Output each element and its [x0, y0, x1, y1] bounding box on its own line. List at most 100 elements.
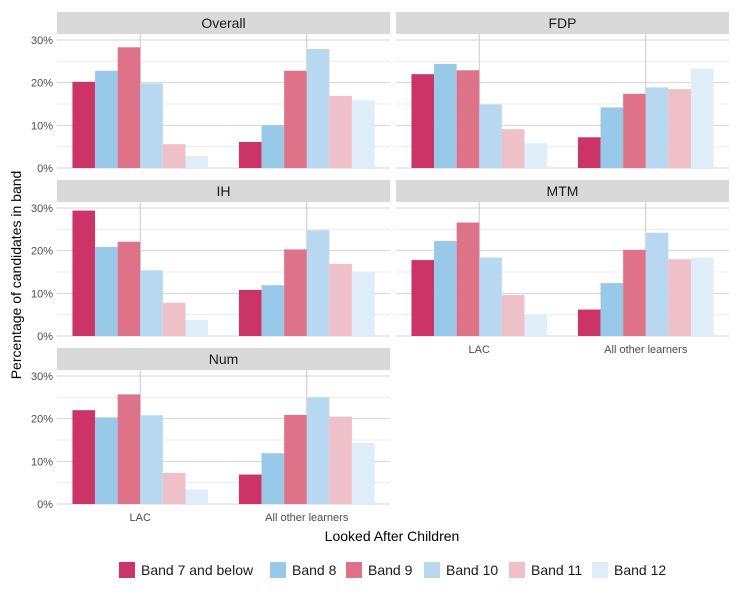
panel-strip [396, 180, 729, 202]
y-tick-label: 30% [31, 35, 53, 47]
bar-band-11 [329, 416, 352, 504]
bar-band-7-and-below [72, 81, 96, 168]
bar-band-12 [351, 272, 375, 336]
bar-band-10 [645, 232, 669, 336]
legend-swatch [592, 562, 608, 578]
bar-band-7-and-below [577, 137, 601, 168]
y-tick-label: 30% [31, 371, 53, 383]
bar-band-9 [284, 249, 307, 336]
bar-band-10 [140, 83, 163, 168]
bar-band-11 [668, 89, 691, 168]
legend-swatch [270, 562, 286, 578]
bar-band-9 [117, 47, 141, 168]
legend: Band 7 and below Band 8 Band 9 Band 10 Band … [119, 562, 666, 578]
bar-band-8 [95, 70, 118, 168]
bar-band-7-and-below [72, 410, 96, 504]
bar-band-7-and-below [72, 210, 96, 336]
bar-band-9 [117, 241, 141, 336]
x-tick-label: LAC [469, 344, 490, 356]
bar-band-7-and-below [577, 309, 601, 336]
y-tick-label: 20% [31, 246, 53, 258]
y-axis-label: Percentage of candidates in band [8, 171, 24, 380]
bar-band-12 [185, 489, 209, 504]
bar-band-8 [434, 63, 457, 168]
bar-band-8 [95, 417, 118, 504]
bar-band-9 [284, 70, 307, 168]
bar-band-7-and-below [238, 289, 262, 336]
x-tick-label: LAC [130, 512, 151, 524]
bar-band-8 [261, 453, 285, 504]
bar-band-11 [501, 129, 525, 168]
panel-fdp: FDP [396, 12, 729, 169]
panel-title: Overall [201, 15, 245, 31]
panel-title: FDP [549, 15, 577, 31]
bar-band-11 [329, 95, 352, 168]
y-tick-label: 10% [31, 288, 53, 300]
bar-band-12 [524, 314, 548, 336]
bar-band-12 [690, 257, 714, 336]
y-tick-label: 0% [37, 331, 53, 343]
legend-label: Band 7 and below [141, 562, 254, 578]
y-tick-label: 0% [37, 499, 53, 511]
bar-band-11 [329, 263, 352, 336]
bar-band-12 [690, 68, 714, 168]
y-tick-label: 10% [31, 456, 53, 468]
bar-band-9 [284, 414, 307, 504]
bar-band-10 [140, 415, 163, 504]
bar-band-8 [600, 107, 624, 168]
bar-band-12 [524, 143, 548, 168]
bar-band-10 [306, 397, 330, 504]
bar-band-11 [501, 295, 525, 336]
bar-band-11 [162, 302, 186, 336]
y-tick-label: 20% [31, 414, 53, 426]
panel-ih: IH 0% 10% 20% 30% [31, 180, 390, 343]
x-axis-label: Looked After Children [325, 528, 460, 544]
panel-title: Num [209, 351, 239, 367]
bar-band-8 [95, 246, 118, 336]
bar-band-9 [456, 222, 480, 336]
panel-strip [57, 348, 390, 370]
legend-label: Band 11 [531, 562, 582, 578]
y-tick-label: 10% [31, 120, 53, 132]
legend-label: Band 9 [368, 562, 413, 578]
legend-item: Band 7 and below [119, 562, 254, 578]
panel-strip [57, 180, 390, 202]
y-tick-label: 0% [37, 163, 53, 175]
x-tick-label: All other learners [265, 512, 349, 524]
bar-band-7-and-below [238, 474, 262, 504]
bar-band-10 [645, 87, 669, 168]
bar-band-9 [117, 394, 141, 504]
bar-band-8 [600, 283, 624, 336]
legend-label: Band 10 [446, 562, 498, 578]
bar-band-9 [623, 93, 646, 168]
legend-swatch [119, 562, 135, 578]
legend-swatch [424, 562, 440, 578]
panel-title: MTM [547, 183, 579, 199]
bar-band-7-and-below [411, 74, 435, 168]
bar-band-10 [306, 230, 330, 336]
legend-label: Band 8 [292, 562, 337, 578]
x-tick-label: All other learners [604, 344, 688, 356]
panel-strip [396, 12, 729, 34]
bar-band-10 [140, 270, 163, 336]
bar-band-9 [623, 249, 646, 336]
bar-band-12 [351, 443, 375, 504]
panel-mtm: MTM LAC All other learners [396, 180, 729, 356]
bar-band-8 [261, 285, 285, 336]
panel-title: IH [217, 183, 231, 199]
bar-band-9 [456, 70, 480, 168]
bar-band-12 [351, 100, 375, 168]
y-tick-label: 30% [31, 203, 53, 215]
legend-item: Band 12 [592, 562, 666, 578]
legend-item: Band 10 [424, 562, 498, 578]
bar-band-10 [479, 104, 502, 168]
legend-label: Band 12 [614, 562, 666, 578]
bar-band-12 [185, 319, 209, 336]
panel-overall: Overall 0% 10% 20% 30% [31, 12, 390, 175]
legend-item: Band 9 [346, 562, 413, 578]
bar-band-12 [185, 156, 209, 168]
bar-band-11 [668, 259, 691, 336]
panel-strip [57, 12, 390, 34]
bar-band-11 [162, 144, 186, 168]
